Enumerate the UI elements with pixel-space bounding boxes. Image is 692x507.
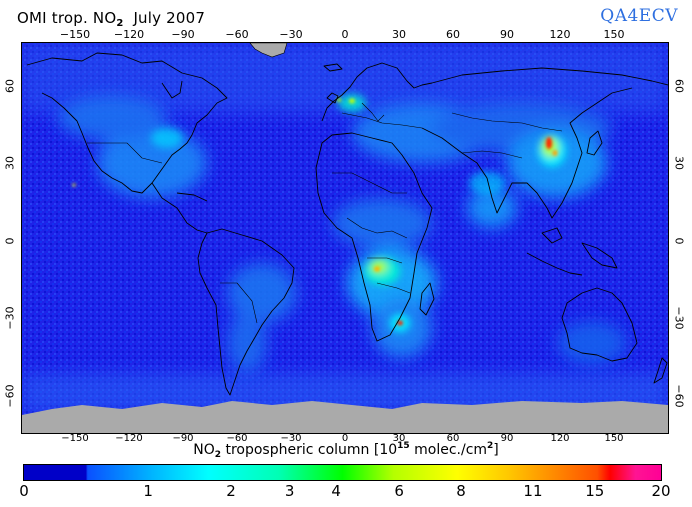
title-date: July 2007 [133,9,206,27]
label-superscript: 15 [397,441,410,451]
colorbar-tick: 6 [394,482,404,500]
x-tick-top: −150 [59,28,91,41]
colorbar-tick: 0 [19,482,29,500]
x-tick-bottom: −60 [226,433,248,444]
y-tick-right: −30 [672,306,686,330]
x-tick-top: 150 [603,28,625,41]
y-tick-left: −30 [3,306,17,330]
colorbar-tick: 2 [226,482,236,500]
label-part: ] [493,442,499,458]
colorbar-tick: 8 [456,482,466,500]
x-tick-bottom: −30 [280,433,302,444]
y-tick-right: 0 [672,237,686,245]
x-tick-bottom: 30 [392,433,406,444]
x-tick-bottom: 150 [604,433,624,444]
y-tick-right: 30 [672,156,686,170]
colorbar-tick: 20 [651,482,671,500]
label-part: tropospheric column [10 [221,442,398,458]
y-tick-left: −60 [3,384,17,408]
colorbar-tick: 1 [143,482,153,500]
x-tick-top: 90 [500,28,514,41]
colorbar-tick: 11 [523,482,543,500]
colorbar-tick: 4 [331,482,341,500]
x-tick-top: −60 [225,28,249,41]
x-tick-top: −30 [279,28,303,41]
y-tick-left: 0 [3,237,17,245]
map-title: OMI trop. NO2 July 2007 [17,9,205,29]
colorbar [23,464,662,481]
brand-label: QA4ECV [600,6,678,26]
x-tick-top: 120 [549,28,571,41]
x-tick-bottom: −90 [172,433,194,444]
title-subscript: 2 [116,18,124,29]
x-tick-top: −120 [113,28,145,41]
x-tick-bottom: 120 [550,433,570,444]
colorbar-label: NO2 tropospheric column [1015 molec./cm2… [0,441,692,460]
x-tick-top: 30 [392,28,406,41]
x-tick-top: 60 [446,28,460,41]
label-part: molec./cm [409,442,488,458]
x-tick-bottom: 90 [500,433,514,444]
x-tick-bottom: 60 [446,433,460,444]
y-tick-right: −60 [672,384,686,408]
label-superscript: 2 [487,441,494,451]
world-map-svg [22,43,668,433]
y-tick-left: 30 [3,156,17,170]
label-subscript: 2 [214,450,221,460]
y-tick-right: 60 [672,79,686,93]
x-tick-bottom: 0 [341,433,349,444]
x-tick-bottom: −150 [61,433,89,444]
y-tick-left: 60 [3,79,17,93]
x-tick-top: 0 [341,28,349,41]
colorbar-tick: 15 [585,482,605,500]
x-tick-top: −90 [171,28,195,41]
title-text: OMI trop. NO [17,9,117,27]
x-tick-bottom: −120 [115,433,143,444]
no2-map [21,42,669,434]
colorbar-tick: 3 [284,482,295,500]
label-part: NO [193,442,215,458]
